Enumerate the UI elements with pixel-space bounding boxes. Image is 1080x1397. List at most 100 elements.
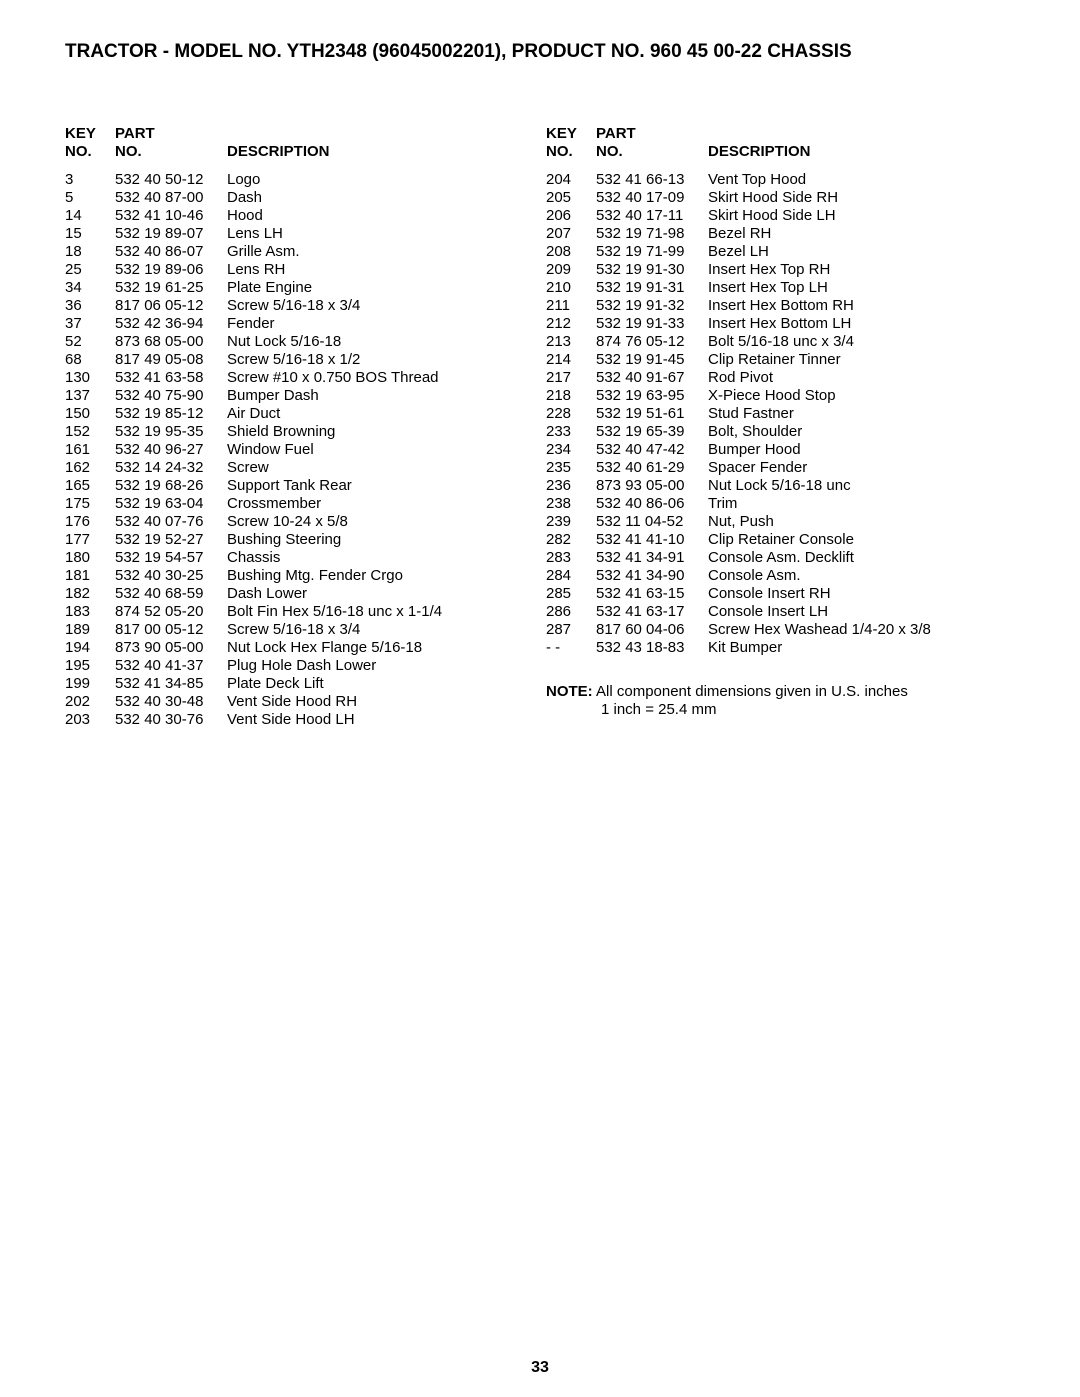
cell-key: 183 bbox=[65, 603, 115, 621]
cell-desc: Vent Side Hood LH bbox=[227, 711, 442, 729]
table-row: 52873 68 05-00Nut Lock 5/16-18 bbox=[65, 333, 442, 351]
table-row: 207532 19 71-98Bezel RH bbox=[546, 225, 931, 243]
cell-part: 532 19 95-35 bbox=[115, 423, 227, 441]
cell-part: 532 40 30-25 bbox=[115, 567, 227, 585]
cell-part: 874 76 05-12 bbox=[596, 333, 708, 351]
table-row: 183874 52 05-20Bolt Fin Hex 5/16-18 unc … bbox=[65, 603, 442, 621]
cell-key: 52 bbox=[65, 333, 115, 351]
table-row: 181532 40 30-25Bushing Mtg. Fender Crgo bbox=[65, 567, 442, 585]
header-part: PARTNO. bbox=[115, 125, 227, 171]
cell-key: 217 bbox=[546, 369, 596, 387]
table-row: 211532 19 91-32Insert Hex Bottom RH bbox=[546, 297, 931, 315]
cell-desc: Logo bbox=[227, 171, 442, 189]
cell-key: 175 bbox=[65, 495, 115, 513]
cell-part: 532 41 34-91 bbox=[596, 549, 708, 567]
cell-part: 532 19 61-25 bbox=[115, 279, 227, 297]
cell-key: 211 bbox=[546, 297, 596, 315]
cell-part: 532 40 17-11 bbox=[596, 207, 708, 225]
cell-desc: Bumper Dash bbox=[227, 387, 442, 405]
cell-part: 532 41 34-85 bbox=[115, 675, 227, 693]
cell-key: 15 bbox=[65, 225, 115, 243]
cell-desc: Dash bbox=[227, 189, 442, 207]
header-desc: DESCRIPTION bbox=[227, 125, 442, 171]
table-row: 283532 41 34-91Console Asm. Decklift bbox=[546, 549, 931, 567]
cell-key: 189 bbox=[65, 621, 115, 639]
table-row: 218532 19 63-95X-Piece Hood Stop bbox=[546, 387, 931, 405]
table-row: 177532 19 52-27Bushing Steering bbox=[65, 531, 442, 549]
cell-desc: Skirt Hood Side RH bbox=[708, 189, 931, 207]
cell-desc: Nut, Push bbox=[708, 513, 931, 531]
cell-key: - - bbox=[546, 639, 596, 657]
cell-key: 236 bbox=[546, 477, 596, 495]
table-row: 175532 19 63-04Crossmember bbox=[65, 495, 442, 513]
table-row: 203532 40 30-76Vent Side Hood LH bbox=[65, 711, 442, 729]
cell-part: 532 19 54-57 bbox=[115, 549, 227, 567]
cell-key: 150 bbox=[65, 405, 115, 423]
table-row: 130532 41 63-58Screw #10 x 0.750 BOS Thr… bbox=[65, 369, 442, 387]
cell-desc: Screw 5/16-18 x 3/4 bbox=[227, 297, 442, 315]
cell-desc: Grille Asm. bbox=[227, 243, 442, 261]
cell-part: 532 41 63-17 bbox=[596, 603, 708, 621]
table-row: 286532 41 63-17Console Insert LH bbox=[546, 603, 931, 621]
cell-desc: Insert Hex Bottom RH bbox=[708, 297, 931, 315]
cell-desc: Screw 10-24 x 5/8 bbox=[227, 513, 442, 531]
right-column: KEYNO. PARTNO. DESCRIPTION 204532 41 66-… bbox=[546, 125, 1015, 729]
cell-key: 209 bbox=[546, 261, 596, 279]
cell-desc: Clip Retainer Tinner bbox=[708, 351, 931, 369]
table-row: 234532 40 47-42Bumper Hood bbox=[546, 441, 931, 459]
cell-part: 532 41 66-13 bbox=[596, 171, 708, 189]
cell-key: 208 bbox=[546, 243, 596, 261]
table-row: 3532 40 50-12Logo bbox=[65, 171, 442, 189]
cell-desc: Lens LH bbox=[227, 225, 442, 243]
page-number: 33 bbox=[531, 1359, 549, 1377]
cell-key: 3 bbox=[65, 171, 115, 189]
cell-key: 152 bbox=[65, 423, 115, 441]
cell-part: 532 40 47-42 bbox=[596, 441, 708, 459]
table-row: 236873 93 05-00Nut Lock 5/16-18 unc bbox=[546, 477, 931, 495]
table-row: 189817 00 05-12Screw 5/16-18 x 3/4 bbox=[65, 621, 442, 639]
table-row: 282532 41 41-10Clip Retainer Console bbox=[546, 531, 931, 549]
page-title: TRACTOR - MODEL NO. YTH2348 (96045002201… bbox=[65, 40, 1015, 65]
cell-part: 532 42 36-94 bbox=[115, 315, 227, 333]
cell-part: 817 60 04-06 bbox=[596, 621, 708, 639]
cell-desc: Plate Engine bbox=[227, 279, 442, 297]
table-row: 195532 40 41-37Plug Hole Dash Lower bbox=[65, 657, 442, 675]
cell-desc: Insert Hex Top LH bbox=[708, 279, 931, 297]
cell-desc: Clip Retainer Console bbox=[708, 531, 931, 549]
cell-part: 532 19 63-95 bbox=[596, 387, 708, 405]
cell-part: 532 40 41-37 bbox=[115, 657, 227, 675]
table-row: 14532 41 10-46Hood bbox=[65, 207, 442, 225]
table-row: 180532 19 54-57Chassis bbox=[65, 549, 442, 567]
cell-part: 532 41 63-58 bbox=[115, 369, 227, 387]
table-row: 287817 60 04-06Screw Hex Washead 1/4-20 … bbox=[546, 621, 931, 639]
cell-desc: Bushing Mtg. Fender Crgo bbox=[227, 567, 442, 585]
cell-part: 532 11 04-52 bbox=[596, 513, 708, 531]
cell-part: 817 06 05-12 bbox=[115, 297, 227, 315]
table-row: 152532 19 95-35Shield Browning bbox=[65, 423, 442, 441]
cell-desc: Fender bbox=[227, 315, 442, 333]
table-row: 210532 19 91-31Insert Hex Top LH bbox=[546, 279, 931, 297]
table-row: 205532 40 17-09Skirt Hood Side RH bbox=[546, 189, 931, 207]
cell-part: 532 40 86-07 bbox=[115, 243, 227, 261]
note-label: NOTE: bbox=[546, 683, 593, 700]
cell-desc: Support Tank Rear bbox=[227, 477, 442, 495]
cell-key: 165 bbox=[65, 477, 115, 495]
cell-part: 532 40 96-27 bbox=[115, 441, 227, 459]
cell-key: 25 bbox=[65, 261, 115, 279]
cell-desc: Rod Pivot bbox=[708, 369, 931, 387]
cell-desc: Bolt 5/16-18 unc x 3/4 bbox=[708, 333, 931, 351]
cell-key: 130 bbox=[65, 369, 115, 387]
cell-part: 532 19 71-99 bbox=[596, 243, 708, 261]
note-text-1: All component dimensions given in U.S. i… bbox=[596, 683, 908, 700]
cell-key: 199 bbox=[65, 675, 115, 693]
cell-key: 234 bbox=[546, 441, 596, 459]
cell-part: 532 40 87-00 bbox=[115, 189, 227, 207]
cell-part: 532 19 89-07 bbox=[115, 225, 227, 243]
cell-desc: Screw bbox=[227, 459, 442, 477]
header-key: KEYNO. bbox=[546, 125, 596, 171]
table-row: 162532 14 24-32Screw bbox=[65, 459, 442, 477]
cell-part: 873 90 05-00 bbox=[115, 639, 227, 657]
cell-part: 532 19 68-26 bbox=[115, 477, 227, 495]
cell-key: 239 bbox=[546, 513, 596, 531]
cell-key: 287 bbox=[546, 621, 596, 639]
